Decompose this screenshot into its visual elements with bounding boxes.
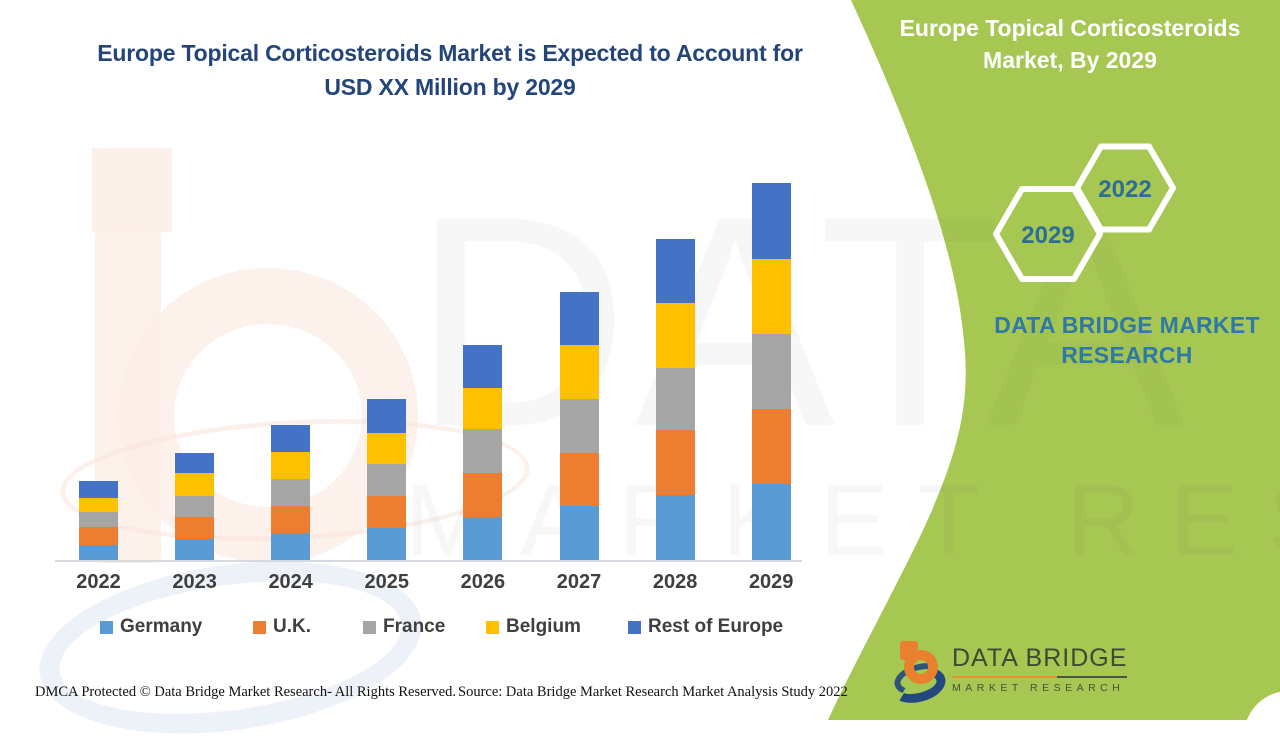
- legend-label: Germany: [120, 616, 203, 637]
- legend-label: Belgium: [506, 616, 581, 637]
- x-axis-label-2027: 2027: [556, 571, 602, 593]
- side-panel-brand: DATA BRIDGE MARKET RESEARCH: [957, 310, 1280, 370]
- bar-segment-germany: [79, 545, 118, 560]
- x-axis-line: [55, 560, 802, 562]
- bar-2023: [175, 453, 215, 560]
- bar-segment-u-k-: [559, 453, 599, 506]
- bar-2027: [559, 292, 599, 560]
- legend-item-germany: Germany: [100, 616, 203, 637]
- side-panel-brand-line1: DATA BRIDGE MARKET: [994, 312, 1260, 338]
- side-panel-heading-line2: Market, By 2029: [983, 47, 1157, 73]
- bar-segment-u-k-: [367, 496, 407, 528]
- bar-segment-belgium: [175, 473, 215, 496]
- watermark-logo-square: [92, 148, 172, 232]
- bar-segment-u-k-: [271, 506, 311, 533]
- bar-segment-rest-of-europe: [367, 399, 407, 433]
- bar-segment-belgium: [463, 388, 503, 429]
- bar-segment-germany: [751, 484, 791, 560]
- legend-swatch-icon: [628, 620, 641, 634]
- bar-2022: [79, 481, 118, 560]
- bar-segment-france: [175, 496, 215, 517]
- bar-segment-u-k-: [463, 473, 503, 517]
- bar-2024: [271, 425, 311, 560]
- bar-segment-rest-of-europe: [175, 453, 215, 473]
- bar-segment-france: [751, 334, 791, 409]
- bar-segment-u-k-: [655, 430, 695, 495]
- chart-title-line1: Europe Topical Corticosteroids Market is…: [97, 40, 803, 66]
- x-axis-label-2028: 2028: [652, 571, 698, 593]
- legend-item-u-k-: U.K.: [253, 616, 311, 637]
- databridge-logo: DATA BRIDGE MARKET RESEARCH: [886, 636, 1180, 709]
- bar-segment-belgium: [271, 452, 311, 479]
- legend-item-france: France: [363, 616, 446, 637]
- legend-item-belgium: Belgium: [486, 616, 581, 637]
- legend-item-rest-of-europe: Rest of Europe: [628, 616, 784, 637]
- chart-title: Europe Topical Corticosteroids Market is…: [60, 36, 840, 104]
- x-axis-label-2024: 2024: [268, 571, 313, 593]
- bar-segment-germany: [367, 528, 407, 560]
- bar-segment-france: [367, 464, 407, 496]
- legend-label: France: [383, 616, 446, 637]
- bar-2026: [463, 345, 503, 560]
- bar-2025: [367, 399, 407, 560]
- stacked-bar-chart: 2022 2023 2024 2025 2026 2027 2028 2029 Germany U…: [76, 183, 794, 637]
- x-axis-label-2025: 2025: [364, 571, 410, 593]
- bar-segment-rest-of-europe: [271, 425, 311, 452]
- x-axis-label-2029: 2029: [748, 571, 794, 593]
- side-panel-heading-line1: Europe Topical Corticosteroids: [899, 15, 1241, 41]
- bar-segment-belgium: [367, 433, 407, 464]
- bar-segment-u-k-: [175, 517, 215, 539]
- logo-underline: [952, 676, 1058, 678]
- bar-segment-belgium: [79, 498, 118, 512]
- logo-wordmark: DATA BRIDGE: [952, 644, 1128, 678]
- bar-segment-france: [655, 368, 695, 430]
- dmca-notice: DMCA Protected © Data Bridge Market Rese…: [35, 684, 456, 700]
- bar-segment-germany: [463, 517, 503, 560]
- bar-segment-germany: [655, 495, 695, 560]
- bar-segment-belgium: [751, 259, 791, 334]
- legend-swatch-icon: [363, 620, 376, 634]
- logo-orange-bowl-icon: [904, 650, 938, 684]
- side-panel-heading: Europe Topical Corticosteroids Market, B…: [890, 12, 1250, 76]
- bar-segment-france: [559, 399, 599, 453]
- bar-segment-germany: [175, 539, 215, 560]
- legend-label: Rest of Europe: [648, 616, 784, 637]
- bar-2028: [655, 239, 695, 560]
- bar-segment-rest-of-europe: [559, 292, 599, 345]
- bar-segment-france: [79, 512, 118, 527]
- bar-segment-rest-of-europe: [655, 239, 695, 303]
- bar-segment-u-k-: [79, 527, 118, 545]
- bar-segment-belgium: [559, 345, 599, 399]
- legend-label: U.K.: [273, 616, 311, 637]
- bar-segment-rest-of-europe: [79, 481, 118, 498]
- chart-title-line2: USD XX Million by 2029: [324, 74, 576, 100]
- legend-swatch-icon: [100, 620, 113, 634]
- bar-segment-germany: [271, 533, 311, 560]
- logo-tagline: MARKET RESEARCH: [952, 682, 1125, 694]
- databridge-logo-icon: [886, 638, 950, 709]
- bar-segment-france: [463, 429, 503, 473]
- x-axis-label-2022: 2022: [76, 571, 121, 593]
- side-panel-brand-line2: RESEARCH: [1061, 342, 1193, 368]
- x-axis-label-2023: 2023: [172, 571, 217, 593]
- bar-segment-belgium: [655, 303, 695, 368]
- legend-swatch-icon: [486, 620, 499, 634]
- bar-segment-rest-of-europe: [463, 345, 503, 388]
- bar-2029: [751, 183, 791, 560]
- bar-segment-u-k-: [751, 409, 791, 484]
- bar-segment-rest-of-europe: [751, 183, 791, 259]
- x-axis-label-2026: 2026: [460, 571, 506, 593]
- source-note: Source: Data Bridge Market Research Mark…: [458, 684, 848, 700]
- bar-segment-france: [271, 479, 311, 506]
- legend-swatch-icon: [253, 620, 266, 634]
- bar-segment-germany: [559, 506, 599, 560]
